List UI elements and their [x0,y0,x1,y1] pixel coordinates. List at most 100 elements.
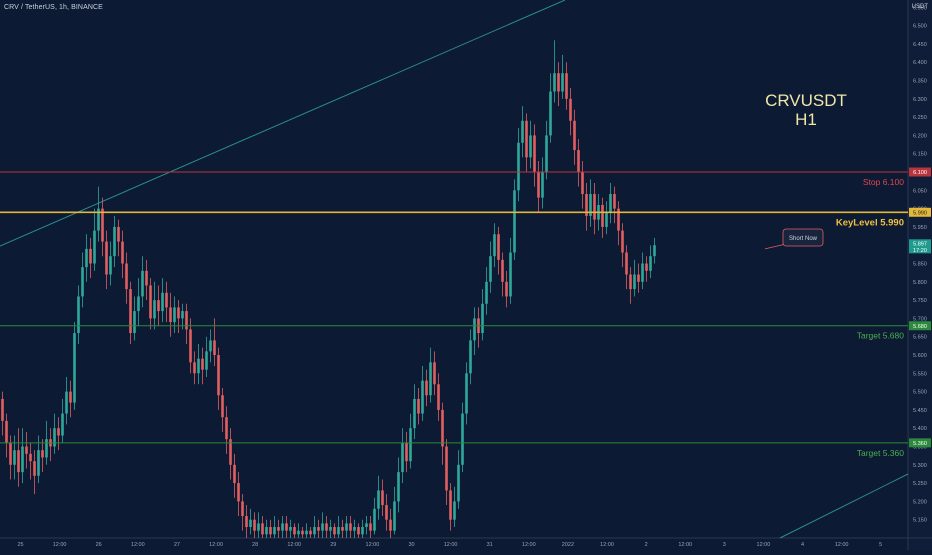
candle [613,186,616,224]
candle-body [85,248,88,268]
candle-body [421,380,424,414]
candle-body [493,234,496,257]
candle-body [369,523,372,531]
trend-lines[interactable] [0,0,909,539]
candle-body [97,208,100,231]
short-now-callout[interactable]: Short Now [764,228,824,250]
candle [625,245,628,290]
candle [297,523,300,538]
callout-text: Short Now [789,236,818,242]
candle [173,296,176,334]
candle [213,318,216,366]
time-tick-label: 12:00 [600,542,614,548]
candle-body [445,446,448,491]
candle-body [189,329,192,363]
candle [293,523,296,538]
candle-body [277,527,280,531]
candle [137,278,140,326]
candle-body [453,501,456,520]
candle [265,519,268,538]
candle [321,512,324,538]
candle [269,519,272,538]
price-tick-label: 5.350 [913,445,927,451]
candle-body [385,505,388,520]
candle-body [545,135,548,173]
candle-body [637,274,640,282]
candle-body [229,439,232,465]
candle-body [37,450,40,476]
candle [409,413,412,469]
candle-body [557,73,560,92]
candle [261,516,264,538]
candle-body [121,241,124,264]
candle-body [569,98,572,121]
candle [77,285,80,345]
candle-body [625,252,628,275]
candle-body [9,442,12,465]
candle-body [161,292,164,312]
candle-body [469,340,472,374]
candle [57,417,60,451]
candle [153,281,156,330]
candle-body [93,230,96,264]
time-tick-label: 12:00 [287,542,301,548]
level-badge-text: 5.360 [913,441,927,447]
ticker-text: CRVUSDT [765,91,847,110]
candle-body [157,300,160,312]
currency-label: USDT [911,4,928,10]
candle [245,505,248,538]
price-levels[interactable]: Stop 6.100 KeyLevel 5.990 Target 5.680 Targ… [0,171,908,458]
candle [253,512,256,538]
candle [629,267,632,304]
price-tick-label: 6.550 [913,5,927,11]
level-badge-text: 5.990 [913,210,927,216]
time-tick-label: 12:00 [209,542,223,548]
candle [37,435,40,484]
candle [521,106,524,158]
candle [577,139,580,187]
candle-body [153,300,156,319]
price-tick-label: 6.400 [913,60,927,66]
candle-body [41,450,44,458]
candle-body [533,135,536,173]
price-tick-label: 5.250 [913,481,927,487]
candle [141,256,144,308]
candle [357,523,360,538]
candle-body [297,530,300,535]
price-tick-label: 5.950 [913,225,927,231]
level-badge-box [909,207,931,217]
level-badge-box [909,167,931,177]
candle [133,296,136,341]
candle [605,201,608,235]
candle [385,494,388,531]
candle-body [133,311,136,334]
candle [389,508,392,538]
candle-body [221,395,224,418]
candle-body [329,527,332,531]
candle-body [361,527,364,535]
ticker-overlay: CRVUSDT H1 [758,91,854,129]
candle [169,292,172,337]
candle [273,516,276,538]
candle-body [457,464,460,502]
candle-body [45,439,48,458]
candle-body [305,530,308,535]
candle [285,516,288,538]
candle [481,289,484,341]
time-tick-label: 31 [487,542,493,548]
price-tick-label: 6.050 [913,188,927,194]
time-tick-label: 29 [330,542,336,548]
candle-body [641,263,644,282]
time-axis: 25 12:00 26 12:00 27 12:00 28 12:00 29 12:00 30 12:… [17,542,882,548]
candle [277,519,280,538]
level-label-key: KeyLevel 5.990 [836,217,904,228]
candle [177,300,180,334]
callout-box [782,228,824,247]
candle-body [489,256,492,282]
time-tick-label: 12:00 [522,542,536,548]
candle-body [609,193,612,213]
price-axis-background[interactable] [908,0,932,550]
candle [89,237,92,279]
